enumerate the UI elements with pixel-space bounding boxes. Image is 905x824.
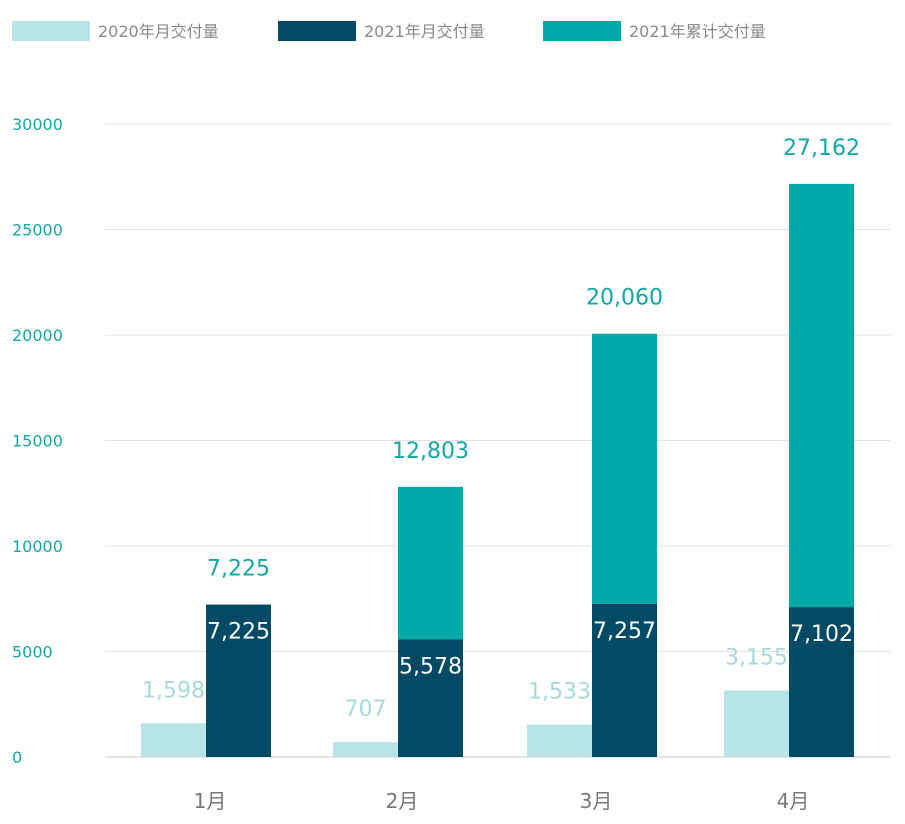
data-label-2021-cumulative: 12,803 — [392, 439, 469, 464]
x-tick-label: 2月 — [386, 789, 419, 813]
bar-2021-monthly — [398, 639, 463, 757]
bar-2020-monthly — [141, 723, 206, 757]
data-label-2020-monthly: 3,155 — [725, 645, 788, 670]
grid: 0 5000 10000 15000 20000 25000 30000 — [12, 115, 890, 767]
bar-2021-monthly — [789, 607, 854, 757]
bar-2021-cumulative — [789, 183, 854, 608]
bar-2021-monthly — [592, 603, 657, 757]
data-label-2021-monthly: 7,102 — [790, 622, 853, 647]
bar-2021-cumulative — [398, 486, 463, 640]
bar-2020-monthly — [724, 690, 789, 757]
legend: 2020年月交付量 2021年月交付量 2021年累计交付量 — [12, 21, 766, 41]
y-tick-label: 30000 — [12, 115, 63, 134]
x-tick-label: 1月 — [194, 789, 227, 813]
data-label-2021-cumulative: 20,060 — [586, 286, 663, 311]
data-label-2020-monthly: 707 — [345, 697, 387, 722]
data-label-2021-cumulative: 7,225 — [207, 557, 270, 582]
y-tick-label: 20000 — [12, 326, 63, 345]
data-label-2021-monthly: 7,257 — [593, 619, 656, 644]
legend-label: 2021年月交付量 — [364, 22, 485, 41]
bar-2021-cumulative — [592, 333, 657, 604]
bar-2020-monthly — [527, 724, 592, 757]
data-label-2021-monthly: 5,578 — [399, 654, 462, 679]
data-label-2021-monthly: 7,225 — [207, 620, 270, 645]
data-labels: 1,598 7,225 7,225 707 5,578 12,803 1,533 7,257 2… — [142, 136, 860, 722]
bars — [141, 183, 854, 757]
legend-label: 2020年月交付量 — [98, 22, 219, 41]
x-tick-label: 4月 — [777, 789, 810, 813]
legend-swatch — [12, 21, 90, 41]
data-label-2021-cumulative: 27,162 — [783, 136, 860, 161]
bar-2021-monthly — [206, 604, 271, 757]
y-tick-label: 5000 — [12, 643, 53, 662]
y-tick-label: 15000 — [12, 432, 63, 451]
legend-label: 2021年累计交付量 — [629, 22, 766, 41]
y-tick-label: 10000 — [12, 537, 63, 556]
legend-swatch — [543, 21, 621, 41]
data-label-2020-monthly: 1,533 — [528, 680, 591, 705]
bar-2020-monthly — [333, 742, 398, 757]
data-label-2020-monthly: 1,598 — [142, 678, 205, 703]
x-tick-label: 3月 — [580, 789, 613, 813]
y-tick-label: 25000 — [12, 221, 63, 240]
y-tick-label: 0 — [12, 748, 22, 767]
x-axis: 1月 2月 3月 4月 — [194, 789, 810, 813]
legend-swatch — [278, 21, 356, 41]
